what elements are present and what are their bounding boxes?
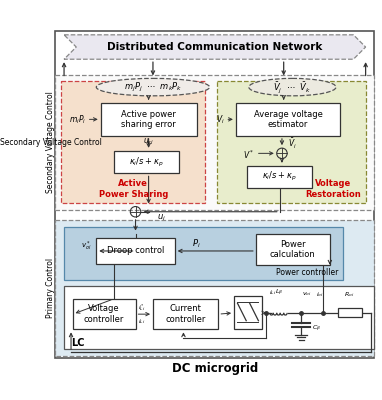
- FancyBboxPatch shape: [217, 81, 366, 203]
- Text: Power
calculation: Power calculation: [270, 240, 316, 259]
- Text: Voltage
Restoration: Voltage Restoration: [306, 179, 361, 199]
- Text: $R_{oi}$: $R_{oi}$: [344, 290, 354, 299]
- FancyBboxPatch shape: [55, 220, 374, 356]
- Text: $m_j P_j$  $\cdots$  $m_k P_k$: $m_j P_j$ $\cdots$ $m_k P_k$: [124, 80, 182, 94]
- Text: Droop control: Droop control: [107, 246, 164, 256]
- FancyBboxPatch shape: [101, 103, 196, 136]
- Text: $v_{oi}$: $v_{oi}$: [301, 290, 311, 298]
- Text: Average voltage
estimator: Average voltage estimator: [254, 110, 322, 129]
- Text: Active power
sharing error: Active power sharing error: [121, 110, 176, 129]
- FancyBboxPatch shape: [114, 151, 179, 173]
- Text: Current
controller: Current controller: [165, 304, 206, 324]
- FancyBboxPatch shape: [153, 299, 219, 330]
- Text: $C_\beta$: $C_\beta$: [312, 324, 322, 334]
- Ellipse shape: [249, 78, 336, 96]
- Text: $m_i P_i$: $m_i P_i$: [70, 113, 87, 126]
- Text: $\bar{V}_j$  $\cdots$  $\bar{V}_k$: $\bar{V}_j$ $\cdots$ $\bar{V}_k$: [274, 80, 311, 94]
- Text: $i_{Li}$: $i_{Li}$: [138, 318, 145, 326]
- FancyBboxPatch shape: [55, 31, 374, 358]
- FancyBboxPatch shape: [73, 299, 136, 330]
- FancyBboxPatch shape: [338, 308, 362, 317]
- Text: $V^*$: $V^*$: [243, 149, 255, 161]
- Text: Primary Control: Primary Control: [47, 258, 55, 318]
- Text: $v^*_{oi}$: $v^*_{oi}$: [81, 240, 92, 253]
- FancyBboxPatch shape: [62, 81, 205, 203]
- FancyBboxPatch shape: [64, 228, 343, 280]
- FancyBboxPatch shape: [247, 166, 312, 188]
- Text: Secondary Voltage Control: Secondary Voltage Control: [47, 92, 55, 193]
- Text: $u_i$: $u_i$: [157, 212, 166, 223]
- Text: LC: LC: [71, 338, 84, 348]
- Text: $\kappa_i/s+\kappa_p$: $\kappa_i/s+\kappa_p$: [129, 156, 164, 169]
- Text: $L_\beta$: $L_\beta$: [275, 288, 283, 298]
- Text: Voltage
controller: Voltage controller: [84, 304, 124, 324]
- FancyBboxPatch shape: [64, 286, 374, 348]
- Text: $V_i$: $V_i$: [216, 113, 224, 126]
- Text: $\bar{V}_i$: $\bar{V}_i$: [288, 137, 297, 151]
- Text: $u_{\varepsilon i}$: $u_{\varepsilon i}$: [143, 137, 154, 147]
- Text: Distributed Communication Network: Distributed Communication Network: [107, 42, 322, 52]
- Text: $i^*_{Li}$: $i^*_{Li}$: [138, 302, 145, 313]
- Text: Secondary Voltage Control: Secondary Voltage Control: [0, 138, 102, 147]
- FancyBboxPatch shape: [256, 234, 330, 265]
- FancyBboxPatch shape: [234, 296, 262, 330]
- Text: $i_{Li}$: $i_{Li}$: [269, 288, 276, 297]
- Text: $P_i$: $P_i$: [192, 238, 201, 250]
- Text: $i_{oi}$: $i_{oi}$: [317, 290, 324, 299]
- Text: $\kappa_i/s+\kappa_p$: $\kappa_i/s+\kappa_p$: [262, 170, 297, 184]
- Text: Active
Power Sharing: Active Power Sharing: [99, 179, 168, 199]
- Text: DC microgrid: DC microgrid: [172, 362, 258, 375]
- FancyBboxPatch shape: [96, 238, 175, 264]
- Text: Power controller: Power controller: [276, 268, 338, 277]
- Ellipse shape: [96, 78, 210, 96]
- FancyBboxPatch shape: [236, 103, 340, 136]
- FancyBboxPatch shape: [55, 75, 374, 210]
- PathPatch shape: [64, 35, 366, 59]
